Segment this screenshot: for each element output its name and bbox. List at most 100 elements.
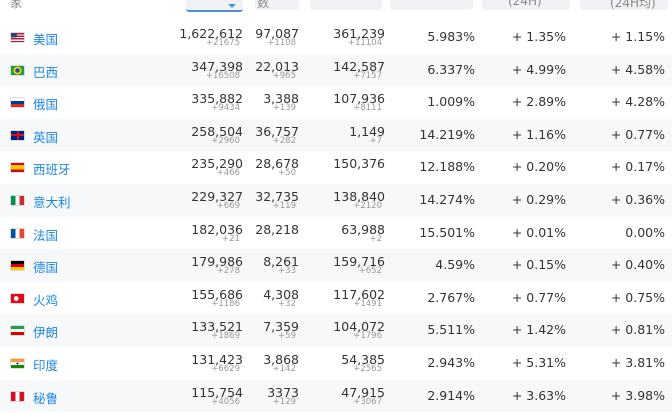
cell-value: 63,988 [341, 221, 385, 237]
header-cell[interactable] [390, 0, 473, 10]
cell-value: 182,036 [191, 221, 243, 237]
flag-icon [11, 130, 24, 140]
header-text: (24H均) [610, 0, 656, 10]
cell-delta: +11104 [347, 38, 382, 48]
cell-delta: +1869 [211, 331, 240, 342]
cell-value: 115,754 [191, 384, 243, 400]
cell-delta: +50 [278, 168, 296, 179]
country-link[interactable]: 伊朗 [33, 325, 59, 341]
table-row: 西班牙 235,290 +466 28,678 +50 150,376 12.188% + 0… [0, 151, 672, 184]
cell-value: + 0.29% [511, 192, 566, 207]
cell-value: + 0.36% [610, 192, 665, 207]
table-row: 伊朗 133,521 +1869 7,359 +59 104,072 +1796 5.511%… [0, 314, 672, 347]
country-link[interactable]: 意大利 [33, 195, 71, 210]
cell-value: 7,359 [263, 319, 299, 335]
table-row: 火鸡 155,686 +1186 4,308 +32 117,602 +1491 2.767%… [0, 282, 672, 315]
cell-delta: +16508 [205, 70, 240, 81]
cell-delta: +2565 [353, 364, 382, 374]
cell-value: 47,915 [341, 384, 385, 400]
cell-value: 258,504 [191, 123, 243, 139]
header-cell[interactable] [186, 0, 243, 12]
cell-value: + 3.98% [610, 387, 665, 403]
cell-delta: +7 [369, 135, 382, 146]
cell-delta: +142 [272, 364, 296, 374]
cell-value: + 0.77% [511, 289, 566, 305]
cell-value: 142,587 [333, 58, 385, 74]
country-link[interactable]: 俄国 [33, 97, 59, 113]
cell-value: 1,149 [349, 123, 385, 139]
cell-delta: +139 [272, 103, 296, 114]
flag-icon [11, 163, 24, 173]
cell-value: + 5.31% [511, 355, 566, 370]
cell-value: 107,936 [333, 91, 385, 107]
cell-value: 5.511% [427, 322, 475, 338]
cell-delta: +8111 [353, 103, 382, 114]
country-link[interactable]: 西班牙 [33, 162, 71, 178]
flag-icon [11, 326, 24, 336]
cell-value: 15.501% [419, 224, 475, 240]
country-link[interactable]: 印度 [33, 358, 59, 373]
cell-value: 28,218 [255, 221, 299, 237]
cell-value: + 1.16% [511, 126, 566, 142]
cell-value: 159,716 [333, 254, 385, 270]
flag-icon [11, 359, 24, 368]
flag-icon [11, 293, 24, 303]
cell-value: 12.188% [419, 159, 475, 175]
cell-value: + 0.17% [610, 159, 665, 175]
cell-value: + 4.28% [610, 94, 665, 110]
cell-delta: +4056 [211, 396, 240, 407]
cell-delta: +1186 [211, 298, 240, 309]
cell-delta: +2960 [211, 135, 240, 146]
cell-value: 179,986 [191, 254, 243, 270]
country-link[interactable]: 德国 [33, 260, 59, 276]
table-row: 巴西 347,398 +16508 22,013 +965 142,587 +7157 6.3… [0, 53, 672, 87]
header-cell[interactable] [310, 0, 382, 10]
header-text: 家 [10, 0, 23, 10]
cell-value: 0.00% [625, 224, 665, 240]
cell-value: 347,398 [191, 58, 243, 74]
cell-value: + 2.89% [511, 94, 566, 110]
cell-delta: +282 [272, 135, 296, 146]
cell-value: + 1.15% [610, 29, 665, 44]
header-cell[interactable] [255, 0, 299, 10]
country-link[interactable]: 火鸡 [33, 292, 59, 308]
cell-value: 138,840 [333, 189, 385, 204]
cell-value: + 0.75% [610, 289, 665, 305]
cell-value: 3,388 [263, 91, 299, 107]
cell-value: 361,239 [333, 26, 385, 41]
cell-value: + 0.77% [610, 126, 665, 142]
country-link[interactable]: 秘鲁 [33, 390, 59, 406]
cell-value: + 1.35% [511, 29, 566, 44]
cell-value: 6.337% [427, 61, 475, 77]
country-link[interactable]: 法国 [33, 227, 59, 243]
header-cell[interactable] [482, 0, 570, 10]
country-link[interactable]: 英国 [33, 129, 59, 145]
table-row: 法国 182,036 +21 28,218 63,988 +2 15.501% + 0.01%… [0, 217, 672, 250]
country-link[interactable]: 美国 [33, 32, 59, 47]
table-row: 意大利 229,327 +669 32,735 +119 138,840 +2120 14.2… [0, 184, 672, 217]
flag-icon [11, 261, 24, 271]
cell-value: 229,327 [191, 189, 243, 204]
cell-delta: +278 [216, 266, 240, 277]
cell-value: 14.274% [419, 192, 475, 207]
cell-delta: +6629 [211, 364, 240, 374]
header-text: 数 [257, 0, 270, 10]
table-row: 英国 258,504 +2960 36,757 +282 1,149 +7 14.219% + … [0, 118, 672, 152]
cell-value: 155,686 [191, 286, 243, 302]
cell-delta: +669 [216, 201, 240, 211]
cell-delta: +59 [278, 331, 296, 342]
cell-delta: +21 [222, 233, 240, 244]
cell-value: 22,013 [255, 58, 299, 74]
cell-value: + 0.81% [610, 322, 665, 338]
sort-icon [228, 4, 236, 8]
cell-value: + 0.01% [511, 224, 566, 240]
cell-value: 2.914% [427, 387, 475, 403]
table-row: 俄国 335,882 +9434 3,388 +139 107,936 +8111 1.009… [0, 86, 672, 119]
table-row: 美国 1,622,612 +21675 97,087 +1108 361,239 +1110… [0, 21, 672, 54]
flag-icon [11, 228, 24, 238]
header-cell[interactable] [580, 0, 668, 10]
cell-value: 3,868 [263, 352, 299, 367]
country-link[interactable]: 巴西 [33, 64, 59, 80]
cell-value: 97,087 [255, 26, 299, 41]
